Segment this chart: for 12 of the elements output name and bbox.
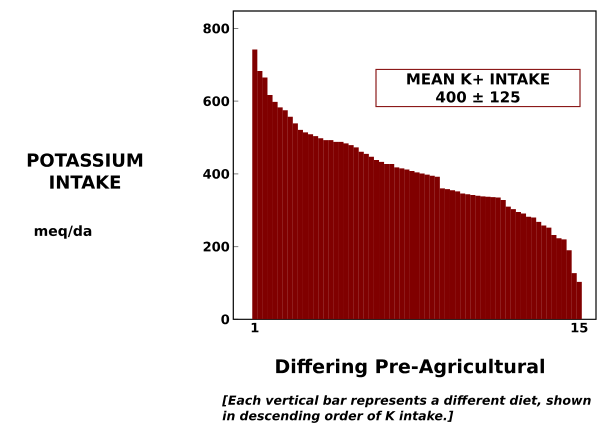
y-tick-label: 200: [204, 242, 230, 252]
text: [Each vertical bar represents a different diet, shown in descending order of K intake.]: [222, 395, 591, 423]
y-tick-label: 600: [203, 96, 230, 106]
x-axis-title: Differing Pre-Agricultural: [276, 358, 544, 378]
x-tick-label: 15: [572, 322, 588, 332]
y-tick-label: 400: [203, 168, 230, 179]
y-tick-label: 800: [203, 24, 230, 34]
y-axis-title: POTASSIUM INTAKE: [28, 153, 142, 189]
y-tick-label: 0: [221, 314, 230, 324]
text: meq/da: [34, 225, 92, 239]
annotation: MEAN K+ INTAKE 400 ± 125: [407, 73, 550, 103]
x-tick-label: 1: [252, 322, 258, 332]
